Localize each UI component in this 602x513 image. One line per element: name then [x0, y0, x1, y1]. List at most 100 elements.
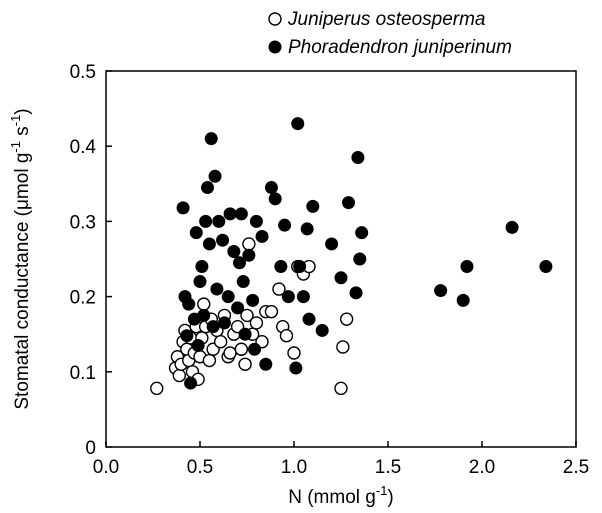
legend-marker-filled-circle: [268, 40, 282, 54]
point-juniperus: [336, 340, 350, 354]
legend: Juniperus osteosperma Phoradendron junip…: [268, 9, 512, 58]
point-juniperus: [334, 381, 348, 396]
point-juniperus: [339, 312, 354, 326]
point-phoradendron: [349, 286, 363, 300]
point-phoradendron: [246, 293, 260, 307]
point-phoradendron: [249, 214, 263, 228]
point-phoradendron: [248, 342, 262, 356]
point-phoradendron: [234, 207, 248, 221]
point-juniperus: [240, 308, 254, 323]
point-phoradendron: [539, 260, 553, 274]
point-phoradendron: [202, 237, 216, 251]
point-phoradendron: [199, 214, 213, 228]
point-phoradendron: [342, 196, 356, 210]
point-phoradendron: [325, 237, 339, 251]
point-phoradendron: [315, 323, 329, 337]
point-phoradendron: [268, 192, 282, 206]
y-axis-label: Stomatal conductance (μmol g-1 s-1): [8, 108, 33, 409]
point-phoradendron: [236, 275, 250, 289]
point-juniperus: [249, 316, 264, 330]
point-phoradendron: [334, 271, 348, 285]
point-phoradendron: [238, 327, 252, 341]
point-phoradendron: [353, 252, 367, 266]
point-juniperus: [272, 282, 286, 296]
x-tick-label: 0.5: [187, 457, 213, 478]
point-phoradendron: [204, 132, 218, 146]
point-phoradendron: [221, 290, 235, 304]
y-tick-label: 0.1: [70, 363, 96, 384]
point-phoradendron: [274, 260, 288, 274]
legend-marker-open-circle: [268, 12, 282, 26]
point-phoradendron: [505, 220, 519, 234]
point-phoradendron: [208, 169, 222, 183]
plot-frame: [105, 70, 577, 448]
legend-label-juniperus: Juniperus osteosperma: [287, 9, 486, 30]
x-axis-label: N (mmol g-1): [288, 483, 394, 508]
point-phoradendron: [306, 199, 320, 213]
point-juniperus: [172, 368, 187, 383]
point-phoradendron: [296, 290, 310, 304]
point-juniperus: [238, 357, 252, 371]
point-phoradendron: [189, 226, 203, 240]
point-juniperus: [287, 346, 301, 360]
point-phoradendron: [351, 150, 365, 164]
point-juniperus: [242, 237, 256, 251]
point-phoradendron: [216, 233, 230, 247]
y-axis-ticks: 0 0.1 0.2 0.3 0.4 0.5: [70, 62, 112, 459]
point-phoradendron: [180, 329, 194, 343]
data-points: [150, 117, 553, 396]
point-phoradendron: [231, 301, 245, 315]
point-phoradendron: [212, 214, 226, 228]
point-phoradendron: [278, 218, 292, 232]
x-tick-label: 2.5: [563, 457, 589, 478]
point-phoradendron: [227, 244, 241, 258]
legend-label-phoradendron: Phoradendron juniperinum: [288, 37, 512, 58]
point-phoradendron: [259, 357, 273, 371]
point-phoradendron: [195, 260, 209, 274]
point-juniperus: [279, 329, 294, 343]
point-phoradendron: [197, 308, 211, 322]
y-tick-label: 0.5: [70, 62, 96, 83]
point-phoradendron: [456, 293, 470, 307]
y-tick-label: 0: [85, 438, 96, 459]
point-phoradendron: [223, 207, 237, 221]
y-tick-label: 0.3: [70, 212, 96, 233]
point-phoradendron: [281, 290, 295, 304]
point-phoradendron: [293, 260, 307, 274]
point-phoradendron: [291, 117, 305, 131]
point-phoradendron: [232, 256, 246, 270]
x-tick-label: 0.0: [93, 457, 119, 478]
point-juniperus: [223, 346, 237, 360]
point-phoradendron: [217, 316, 231, 330]
x-tick-label: 2.0: [469, 457, 495, 478]
point-juniperus: [213, 335, 228, 349]
point-phoradendron: [460, 260, 474, 274]
point-juniperus: [197, 297, 211, 311]
point-phoradendron: [206, 320, 220, 334]
y-tick-label: 0.2: [70, 288, 96, 309]
y-tick-label: 0.4: [70, 137, 97, 158]
x-axis-ticks: 0.0 0.5 1.0 1.5 2.0 2.5: [93, 441, 589, 478]
point-phoradendron: [210, 282, 224, 296]
point-juniperus: [150, 381, 164, 396]
point-phoradendron: [184, 376, 198, 390]
point-phoradendron: [193, 275, 207, 289]
point-juniperus: [234, 342, 249, 356]
point-phoradendron: [176, 201, 190, 215]
point-phoradendron: [242, 248, 256, 262]
point-juniperus: [264, 304, 279, 319]
point-juniperus: [202, 353, 217, 368]
point-phoradendron: [191, 338, 205, 352]
point-phoradendron: [201, 181, 215, 195]
point-phoradendron: [434, 284, 448, 298]
point-phoradendron: [302, 312, 316, 326]
point-phoradendron: [289, 361, 303, 375]
point-phoradendron: [255, 229, 269, 243]
point-phoradendron: [264, 181, 278, 195]
point-phoradendron: [355, 226, 369, 240]
x-tick-label: 1.5: [375, 457, 401, 478]
point-phoradendron: [182, 297, 196, 311]
point-phoradendron: [300, 222, 314, 236]
x-tick-label: 1.0: [281, 457, 307, 478]
